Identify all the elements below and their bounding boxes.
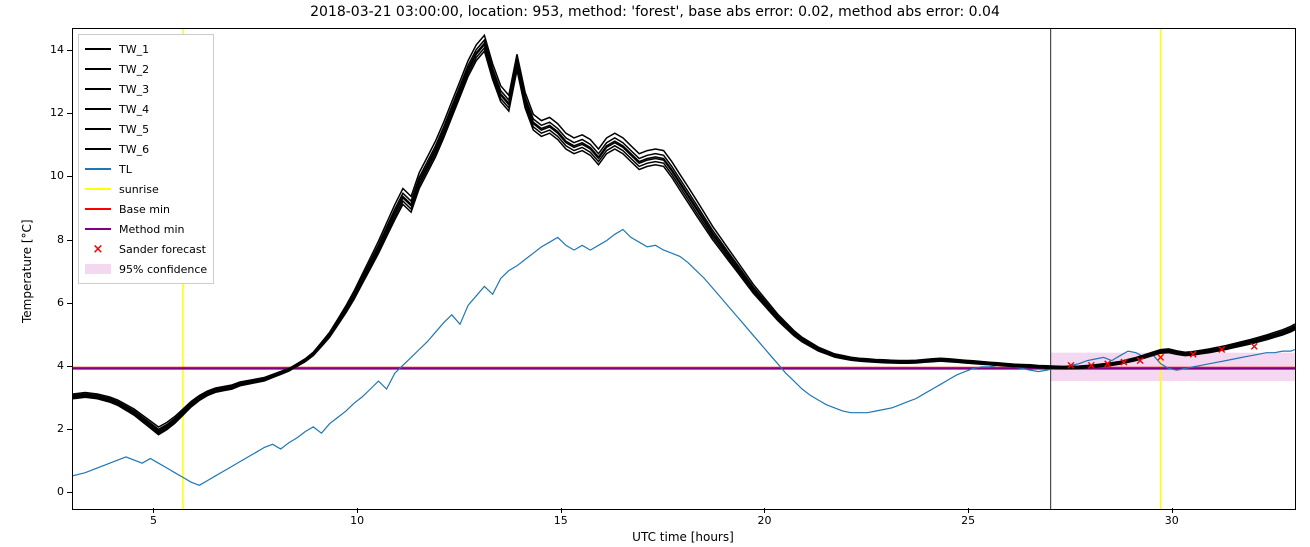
- x-tick-mark: [153, 508, 154, 513]
- legend-swatch: [85, 62, 111, 76]
- y-tick-mark: [67, 429, 72, 430]
- legend-swatch: [85, 82, 111, 96]
- legend-item: TW_5: [85, 119, 207, 139]
- legend-swatch: [85, 222, 111, 236]
- y-tick-mark: [67, 492, 72, 493]
- y-tick-mark: [67, 176, 72, 177]
- legend-label: Method min: [119, 223, 185, 236]
- legend-label: Sander forecast: [119, 243, 206, 256]
- x-tick-mark: [1172, 508, 1173, 513]
- x-tick-mark: [968, 508, 969, 513]
- legend-label: TW_3: [119, 83, 149, 96]
- y-tick-label: 10: [50, 169, 64, 182]
- legend-swatch: [85, 182, 111, 196]
- legend-label: TL: [119, 163, 132, 176]
- x-tick-label: 15: [546, 514, 576, 527]
- legend-label: Base min: [119, 203, 170, 216]
- figure: 2018-03-21 03:00:00, location: 953, meth…: [0, 0, 1310, 547]
- legend-swatch: [85, 122, 111, 136]
- legend-item: TW_4: [85, 99, 207, 119]
- y-tick-mark: [67, 50, 72, 51]
- y-tick-mark: [67, 240, 72, 241]
- x-tick-label: 5: [138, 514, 168, 527]
- legend-swatch: [85, 142, 111, 156]
- y-tick-label: 8: [57, 233, 64, 246]
- y-tick-label: 4: [57, 359, 64, 372]
- legend-label: TW_1: [119, 43, 149, 56]
- x-tick-label: 30: [1157, 514, 1187, 527]
- y-tick-label: 2: [57, 422, 64, 435]
- legend-swatch: [85, 262, 111, 276]
- legend-swatch: ×: [85, 242, 111, 256]
- legend-label: TW_2: [119, 63, 149, 76]
- legend-label: TW_5: [119, 123, 149, 136]
- x-tick-label: 25: [953, 514, 983, 527]
- x-axis-label: UTC time [hours]: [623, 530, 743, 544]
- x-tick-label: 20: [749, 514, 779, 527]
- x-tick-mark: [764, 508, 765, 513]
- legend-item: TW_2: [85, 59, 207, 79]
- y-tick-label: 14: [50, 43, 64, 56]
- legend-item: 95% confidence: [85, 259, 207, 279]
- legend-item: TW_1: [85, 39, 207, 59]
- y-tick-mark: [67, 113, 72, 114]
- y-tick-mark: [67, 366, 72, 367]
- y-tick-label: 6: [57, 296, 64, 309]
- legend-item: sunrise: [85, 179, 207, 199]
- legend: TW_1 TW_2 TW_3 TW_4 TW_5 TW_6 TL sunrise Base mi…: [78, 34, 214, 284]
- y-tick-mark: [67, 303, 72, 304]
- legend-item: × Sander forecast: [85, 239, 207, 259]
- chart-title: 2018-03-21 03:00:00, location: 953, meth…: [0, 4, 1310, 20]
- x-tick-label: 10: [342, 514, 372, 527]
- plot-area: [72, 28, 1296, 510]
- legend-swatch: [85, 202, 111, 216]
- legend-item: Base min: [85, 199, 207, 219]
- plot-svg: [73, 29, 1295, 509]
- legend-label: sunrise: [119, 183, 159, 196]
- legend-swatch: [85, 162, 111, 176]
- y-tick-label: 0: [57, 485, 64, 498]
- legend-item: TL: [85, 159, 207, 179]
- sander-forecast-marker: [1251, 343, 1257, 349]
- legend-label: TW_6: [119, 143, 149, 156]
- legend-item: TW_6: [85, 139, 207, 159]
- legend-item: TW_3: [85, 79, 207, 99]
- legend-item: Method min: [85, 219, 207, 239]
- legend-label: TW_4: [119, 103, 149, 116]
- legend-swatch: [85, 42, 111, 56]
- y-tick-label: 12: [50, 106, 64, 119]
- legend-swatch: [85, 102, 111, 116]
- x-tick-mark: [561, 508, 562, 513]
- x-tick-mark: [357, 508, 358, 513]
- y-axis-label: Temperature [°C]: [20, 219, 34, 323]
- legend-label: 95% confidence: [119, 263, 207, 276]
